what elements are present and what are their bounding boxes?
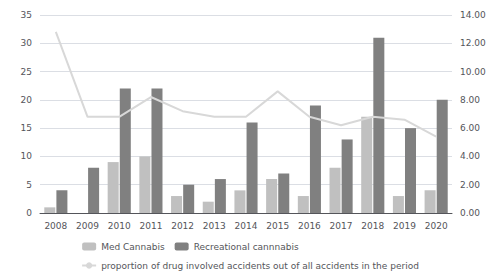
svg-text:0.00: 0.00: [460, 208, 480, 218]
svg-text:2014: 2014: [235, 221, 258, 231]
svg-text:10.00: 10.00: [460, 67, 486, 77]
svg-text:2017: 2017: [330, 221, 353, 231]
svg-text:2008: 2008: [44, 221, 67, 231]
svg-text:proportion of drug involved ac: proportion of drug involved accidents ou…: [101, 261, 419, 271]
svg-text:2016: 2016: [298, 221, 321, 231]
svg-text:2011: 2011: [139, 221, 162, 231]
svg-text:2009: 2009: [76, 221, 99, 231]
svg-text:Recreational cannnabis: Recreational cannnabis: [194, 242, 299, 252]
svg-text:2013: 2013: [203, 221, 226, 231]
svg-text:5: 5: [26, 180, 32, 190]
svg-text:2019: 2019: [393, 221, 416, 231]
svg-text:20: 20: [21, 95, 33, 105]
svg-text:2018: 2018: [361, 221, 384, 231]
svg-text:25: 25: [21, 67, 32, 77]
svg-text:2.00: 2.00: [460, 180, 480, 190]
svg-text:10: 10: [21, 151, 33, 161]
svg-text:14.00: 14.00: [460, 10, 486, 20]
svg-text:8.00: 8.00: [460, 95, 480, 105]
svg-text:Med Cannabis: Med Cannabis: [101, 242, 165, 252]
svg-text:2015: 2015: [266, 221, 289, 231]
svg-text:35: 35: [21, 10, 32, 20]
svg-text:12.00: 12.00: [460, 38, 486, 48]
svg-text:6.00: 6.00: [460, 123, 480, 133]
svg-text:2020: 2020: [425, 221, 448, 231]
svg-text:0: 0: [26, 208, 32, 218]
svg-text:30: 30: [21, 38, 33, 48]
svg-text:2010: 2010: [108, 221, 131, 231]
svg-text:15: 15: [21, 123, 32, 133]
svg-text:4.00: 4.00: [460, 151, 480, 161]
svg-text:2012: 2012: [171, 221, 194, 231]
